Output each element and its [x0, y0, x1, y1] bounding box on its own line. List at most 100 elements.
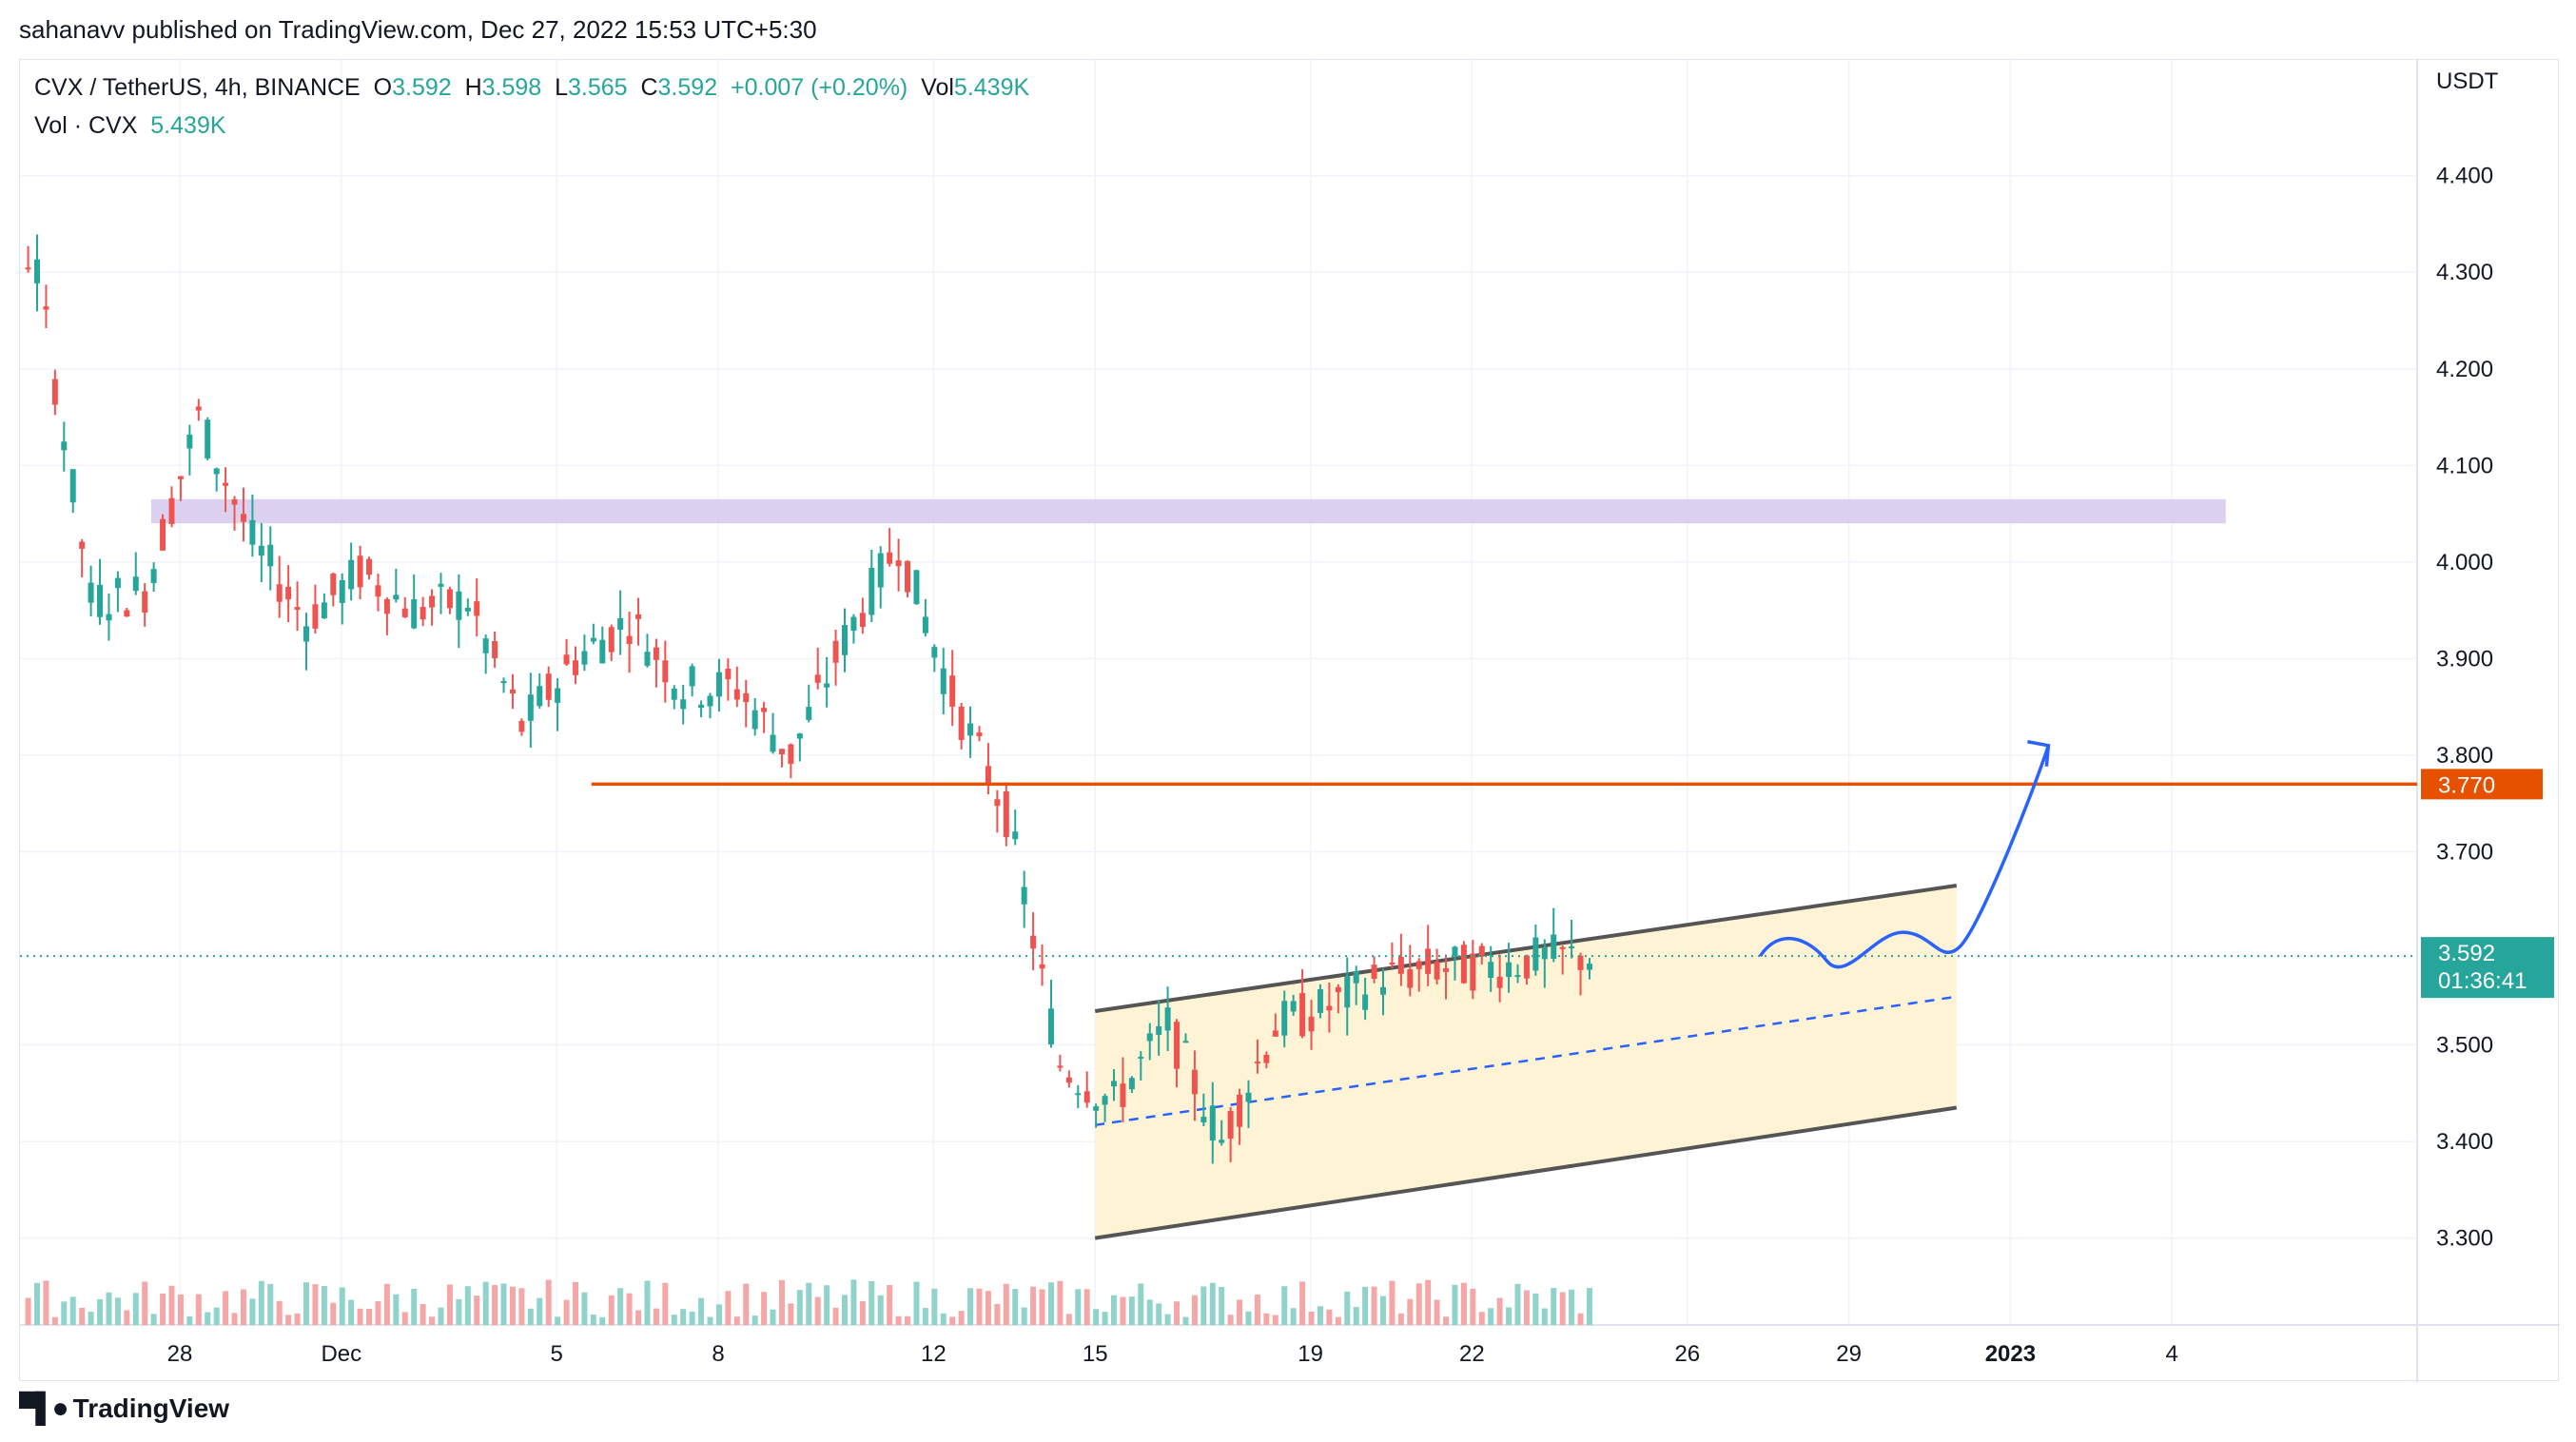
candle-body[interactable] — [1532, 937, 1539, 971]
candle-body[interactable] — [1344, 975, 1351, 1008]
candle-body[interactable] — [1047, 1008, 1054, 1045]
candle-body[interactable] — [1281, 1001, 1288, 1036]
candle-body[interactable] — [563, 654, 570, 665]
candle-body[interactable] — [312, 604, 319, 629]
candle-body[interactable] — [590, 637, 596, 642]
candle-body[interactable] — [474, 601, 480, 616]
candle-body[interactable] — [1290, 1001, 1297, 1012]
candle-body[interactable] — [1380, 986, 1386, 995]
candle-body[interactable] — [482, 638, 489, 653]
candle-body[interactable] — [949, 675, 956, 707]
candle-body[interactable] — [1443, 967, 1450, 972]
candle-body[interactable] — [1488, 962, 1494, 978]
candle-body[interactable] — [195, 406, 202, 411]
candle-body[interactable] — [205, 419, 211, 459]
candle-body[interactable] — [393, 594, 400, 600]
chart-frame[interactable]: USDT 4.400 4.300 4.200 4.100 4.000 3.900 3.800 3… — [19, 59, 2560, 1382]
candle-body[interactable] — [1335, 986, 1341, 993]
candle-body[interactable] — [859, 613, 866, 628]
candle-body[interactable] — [976, 732, 983, 736]
candle-body[interactable] — [25, 267, 31, 270]
candle-body[interactable] — [88, 582, 94, 603]
candle-body[interactable] — [1263, 1055, 1270, 1063]
candle-body[interactable] — [357, 555, 363, 588]
candle-body[interactable] — [877, 553, 884, 588]
candle-body[interactable] — [931, 647, 938, 658]
candle-body[interactable] — [401, 608, 408, 617]
candle-body[interactable] — [850, 616, 857, 632]
candle-body[interactable] — [1057, 1065, 1064, 1068]
candle-body[interactable] — [132, 576, 139, 592]
candle-body[interactable] — [330, 574, 337, 595]
candle-body[interactable] — [518, 720, 525, 732]
candle-body[interactable] — [1506, 962, 1512, 978]
candle-body[interactable] — [1397, 956, 1404, 974]
candle-body[interactable] — [366, 558, 373, 575]
candle-body[interactable] — [1551, 934, 1557, 959]
candle-body[interactable] — [446, 589, 453, 609]
candle-body[interactable] — [223, 482, 229, 486]
candle-body[interactable] — [1541, 946, 1548, 960]
candle-body[interactable] — [294, 607, 301, 611]
candle-body[interactable] — [285, 586, 292, 600]
candle-body[interactable] — [1219, 1140, 1225, 1143]
candle-body[interactable] — [715, 672, 722, 697]
candle-body[interactable] — [411, 599, 418, 629]
candle-body[interactable] — [1514, 975, 1521, 978]
candle-body[interactable] — [1138, 1056, 1144, 1059]
candle-body[interactable] — [1317, 988, 1323, 1013]
candle-body[interactable] — [1308, 1016, 1315, 1032]
candle-body[interactable] — [824, 683, 830, 688]
candle-body[interactable] — [1496, 976, 1503, 988]
candle-body[interactable] — [303, 626, 309, 642]
candle-body[interactable] — [814, 674, 821, 683]
candle-body[interactable] — [1586, 964, 1592, 970]
legend-symbol[interactable]: CVX / TetherUS, 4h, BINANCE — [34, 74, 361, 101]
candle-body[interactable] — [1362, 994, 1369, 1010]
candle-body[interactable] — [375, 585, 381, 597]
candle-body[interactable] — [644, 652, 651, 666]
candle-body[interactable] — [69, 469, 76, 503]
candle-body[interactable] — [1478, 945, 1485, 956]
candle-body[interactable] — [240, 514, 246, 522]
candle-body[interactable] — [186, 434, 193, 449]
candle-body[interactable] — [1120, 1083, 1126, 1107]
candle-body[interactable] — [1523, 955, 1530, 979]
price-chart[interactable]: USDT 4.400 4.300 4.200 4.100 4.000 3.900 3.800 3… — [20, 60, 2560, 1382]
candle-body[interactable] — [1460, 945, 1467, 984]
candle-body[interactable] — [1021, 887, 1027, 905]
candle-body[interactable] — [249, 519, 256, 545]
candle-body[interactable] — [321, 602, 327, 619]
candle-body[interactable] — [806, 707, 812, 720]
candle-body[interactable] — [994, 799, 1001, 807]
candle-body[interactable] — [456, 591, 462, 620]
candle-body[interactable] — [967, 723, 974, 736]
candle-body[interactable] — [492, 641, 498, 658]
candle-body[interactable] — [725, 669, 732, 680]
candle-body[interactable] — [1174, 1022, 1181, 1069]
candle-body[interactable] — [1326, 1005, 1333, 1011]
candle-body[interactable] — [276, 584, 283, 602]
candle-body[interactable] — [1030, 935, 1037, 949]
candle-body[interactable] — [905, 560, 911, 593]
candle-body[interactable] — [653, 647, 659, 660]
candle-body[interactable] — [34, 259, 40, 283]
candle-body[interactable] — [51, 379, 58, 405]
candle-body[interactable] — [124, 610, 130, 617]
candle-body[interactable] — [1200, 1117, 1207, 1122]
candle-body[interactable] — [1012, 831, 1019, 840]
candle-body[interactable] — [555, 688, 561, 703]
candle-body[interactable] — [1083, 1091, 1090, 1103]
candle-body[interactable] — [599, 639, 606, 664]
resistance-zone[interactable] — [151, 498, 2226, 524]
candle-body[interactable] — [267, 544, 274, 567]
candle-body[interactable] — [1245, 1092, 1252, 1102]
candle-body[interactable] — [1164, 1007, 1171, 1031]
candle-body[interactable] — [573, 660, 578, 675]
candle-body[interactable] — [142, 591, 148, 614]
candle-body[interactable] — [608, 627, 615, 653]
candle-body[interactable] — [895, 560, 902, 567]
candle-body[interactable] — [500, 681, 507, 684]
candle-body[interactable] — [770, 734, 776, 752]
candle-body[interactable] — [213, 468, 220, 475]
